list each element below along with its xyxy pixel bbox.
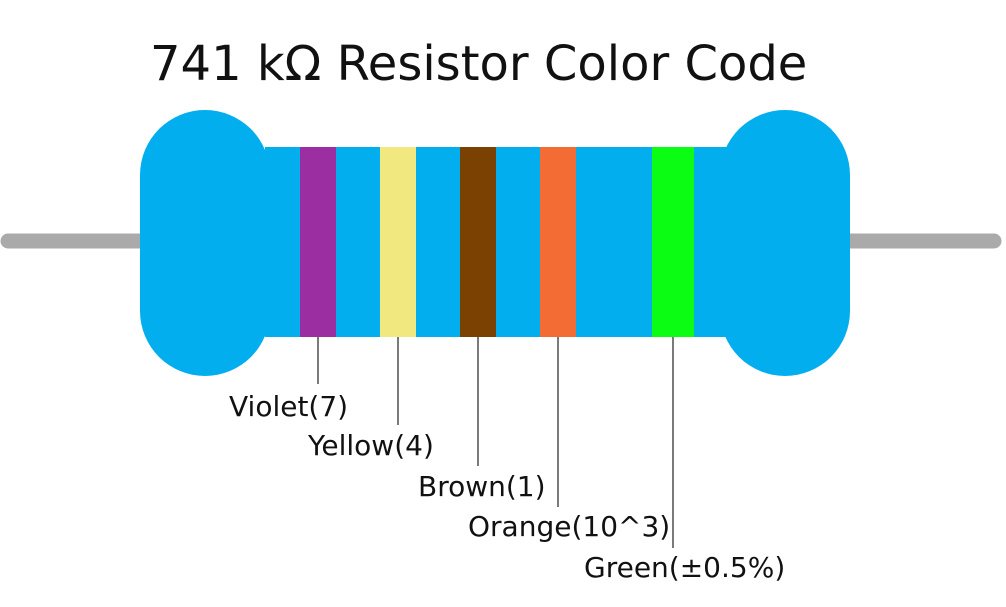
band-brown	[460, 147, 496, 337]
diagram-title: 741 kΩ Resistor Color Code	[150, 36, 807, 92]
label-orange: Orange(10^3)	[468, 510, 670, 543]
right-end-cap	[720, 110, 850, 376]
band-green	[652, 147, 694, 337]
left-end-cap	[140, 110, 270, 376]
band-violet	[300, 147, 336, 337]
label-violet: Violet(7)	[229, 390, 348, 423]
label-green: Green(±0.5%)	[584, 551, 785, 584]
label-yellow: Yellow(4)	[307, 429, 434, 462]
label-brown: Brown(1)	[418, 470, 546, 503]
band-yellow	[380, 147, 416, 337]
band-orange	[540, 147, 576, 337]
